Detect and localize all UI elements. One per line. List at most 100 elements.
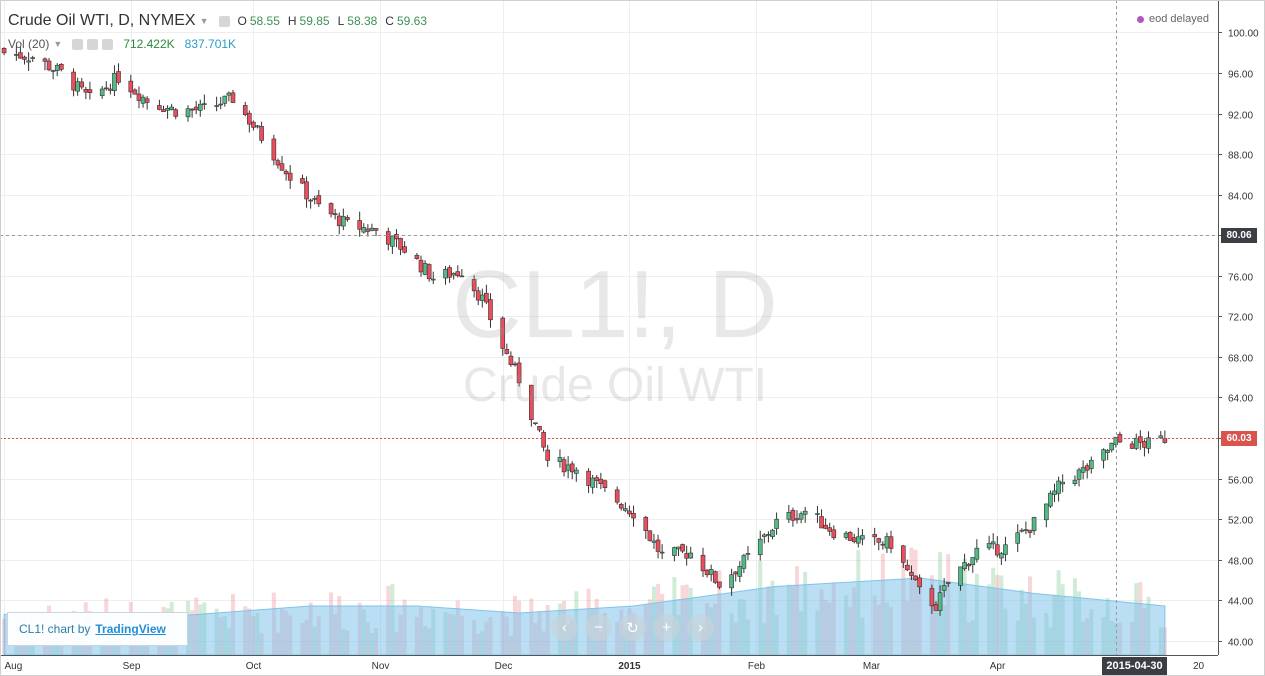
candle-body (336, 215, 342, 227)
tradingview-link[interactable]: TradingView (95, 622, 166, 636)
candle-body (815, 513, 820, 515)
candle-body (1076, 469, 1082, 480)
candle-body (189, 108, 195, 111)
y-tick-label: 40.00 (1228, 638, 1253, 649)
volume-value: 712.422K (123, 37, 175, 51)
candle-body (741, 555, 747, 569)
price-axis (1218, 0, 1265, 676)
x-tick-label: 2015 (618, 661, 641, 672)
candle-body (994, 544, 1000, 556)
candle-body (900, 545, 906, 563)
candle-body (308, 199, 313, 202)
eye-icon[interactable] (72, 38, 84, 50)
x-tick-label: Apr (990, 661, 1006, 672)
candle-body (42, 58, 48, 62)
candle-body (884, 536, 890, 549)
zoom-in-button[interactable]: + (653, 614, 680, 641)
chart-grid (0, 0, 1218, 655)
candle-body (230, 92, 236, 103)
candle-body (655, 539, 661, 552)
candle-body (46, 60, 52, 71)
candle-body (50, 70, 56, 72)
candle-body (557, 457, 563, 462)
candle-body (856, 536, 861, 544)
candle-body (847, 532, 853, 541)
candle-body (173, 109, 179, 117)
candle-body (112, 72, 117, 91)
chevron-down-icon[interactable]: ▼ (53, 39, 63, 49)
candle-body (83, 88, 89, 93)
close-value: 59.63 (396, 14, 427, 28)
candle-body (390, 235, 395, 247)
chevron-down-icon[interactable]: ▼ (199, 16, 209, 26)
candle-body (103, 87, 109, 90)
candle-body (26, 60, 31, 63)
candle-body (700, 554, 706, 572)
zoom-out-button[interactable]: − (585, 614, 612, 641)
candle-body (59, 64, 64, 70)
candle-body (1158, 435, 1164, 439)
candle-body (770, 529, 775, 537)
candle-body (259, 126, 264, 141)
candle-body (447, 267, 452, 278)
close-icon[interactable] (102, 38, 114, 50)
candle-body (455, 271, 461, 276)
gear-icon[interactable] (87, 38, 99, 50)
candle-body (529, 384, 534, 421)
candle-body (1, 47, 7, 54)
candle-body (169, 106, 174, 111)
candle-body (328, 203, 334, 215)
candle-body (762, 534, 767, 537)
candle-body (214, 105, 219, 107)
status-badge: eod delayed (1137, 13, 1209, 25)
candle-body (745, 553, 751, 555)
candle-body (1072, 479, 1078, 485)
candle-body (786, 512, 792, 520)
candle-body (504, 349, 510, 354)
candle-body (394, 234, 399, 240)
reset-button[interactable]: ↻ (619, 614, 646, 641)
candle-body (22, 56, 27, 60)
candle-body (484, 292, 489, 303)
candle-body (712, 571, 718, 583)
candle-body (488, 299, 493, 321)
scroll-right-button[interactable]: › (687, 614, 714, 641)
crosshair-price-badge: 80.06 (1221, 227, 1257, 243)
candle-body (99, 88, 105, 96)
candle-body (357, 220, 362, 230)
settings-icon[interactable] (218, 15, 230, 27)
candle-body (1133, 437, 1139, 449)
candle-body (643, 516, 649, 532)
candle-body (1101, 449, 1106, 461)
candle-body (1031, 517, 1037, 532)
candle-body (819, 516, 824, 529)
volume-label[interactable]: Vol (20) (8, 37, 50, 51)
scroll-left-button[interactable]: ‹ (551, 614, 578, 641)
candle-body (647, 530, 653, 541)
candle-body (373, 228, 379, 231)
candle-body (790, 509, 796, 521)
candle-body (561, 459, 567, 473)
candle-body (218, 103, 224, 106)
candle-body (132, 89, 138, 95)
x-tick-label: Sep (123, 661, 141, 672)
candle-body (574, 469, 579, 474)
high-value: 59.85 (299, 14, 330, 28)
candle-body (1129, 443, 1135, 449)
candle-body (1003, 544, 1008, 555)
y-tick-label: 44.00 (1228, 597, 1253, 608)
candle-body (941, 585, 947, 591)
candle-body (226, 92, 232, 96)
symbol-title[interactable]: Crude Oil WTI, D, NYMEX (8, 12, 196, 29)
candle-body (594, 477, 600, 481)
candle-body (966, 563, 971, 567)
candle-body (402, 246, 407, 253)
candle-body (729, 574, 734, 589)
candle-body (471, 279, 477, 292)
candle-body (398, 237, 403, 250)
candle-body (430, 278, 436, 281)
status-text: eod delayed (1149, 13, 1209, 25)
candle-body (717, 581, 722, 588)
